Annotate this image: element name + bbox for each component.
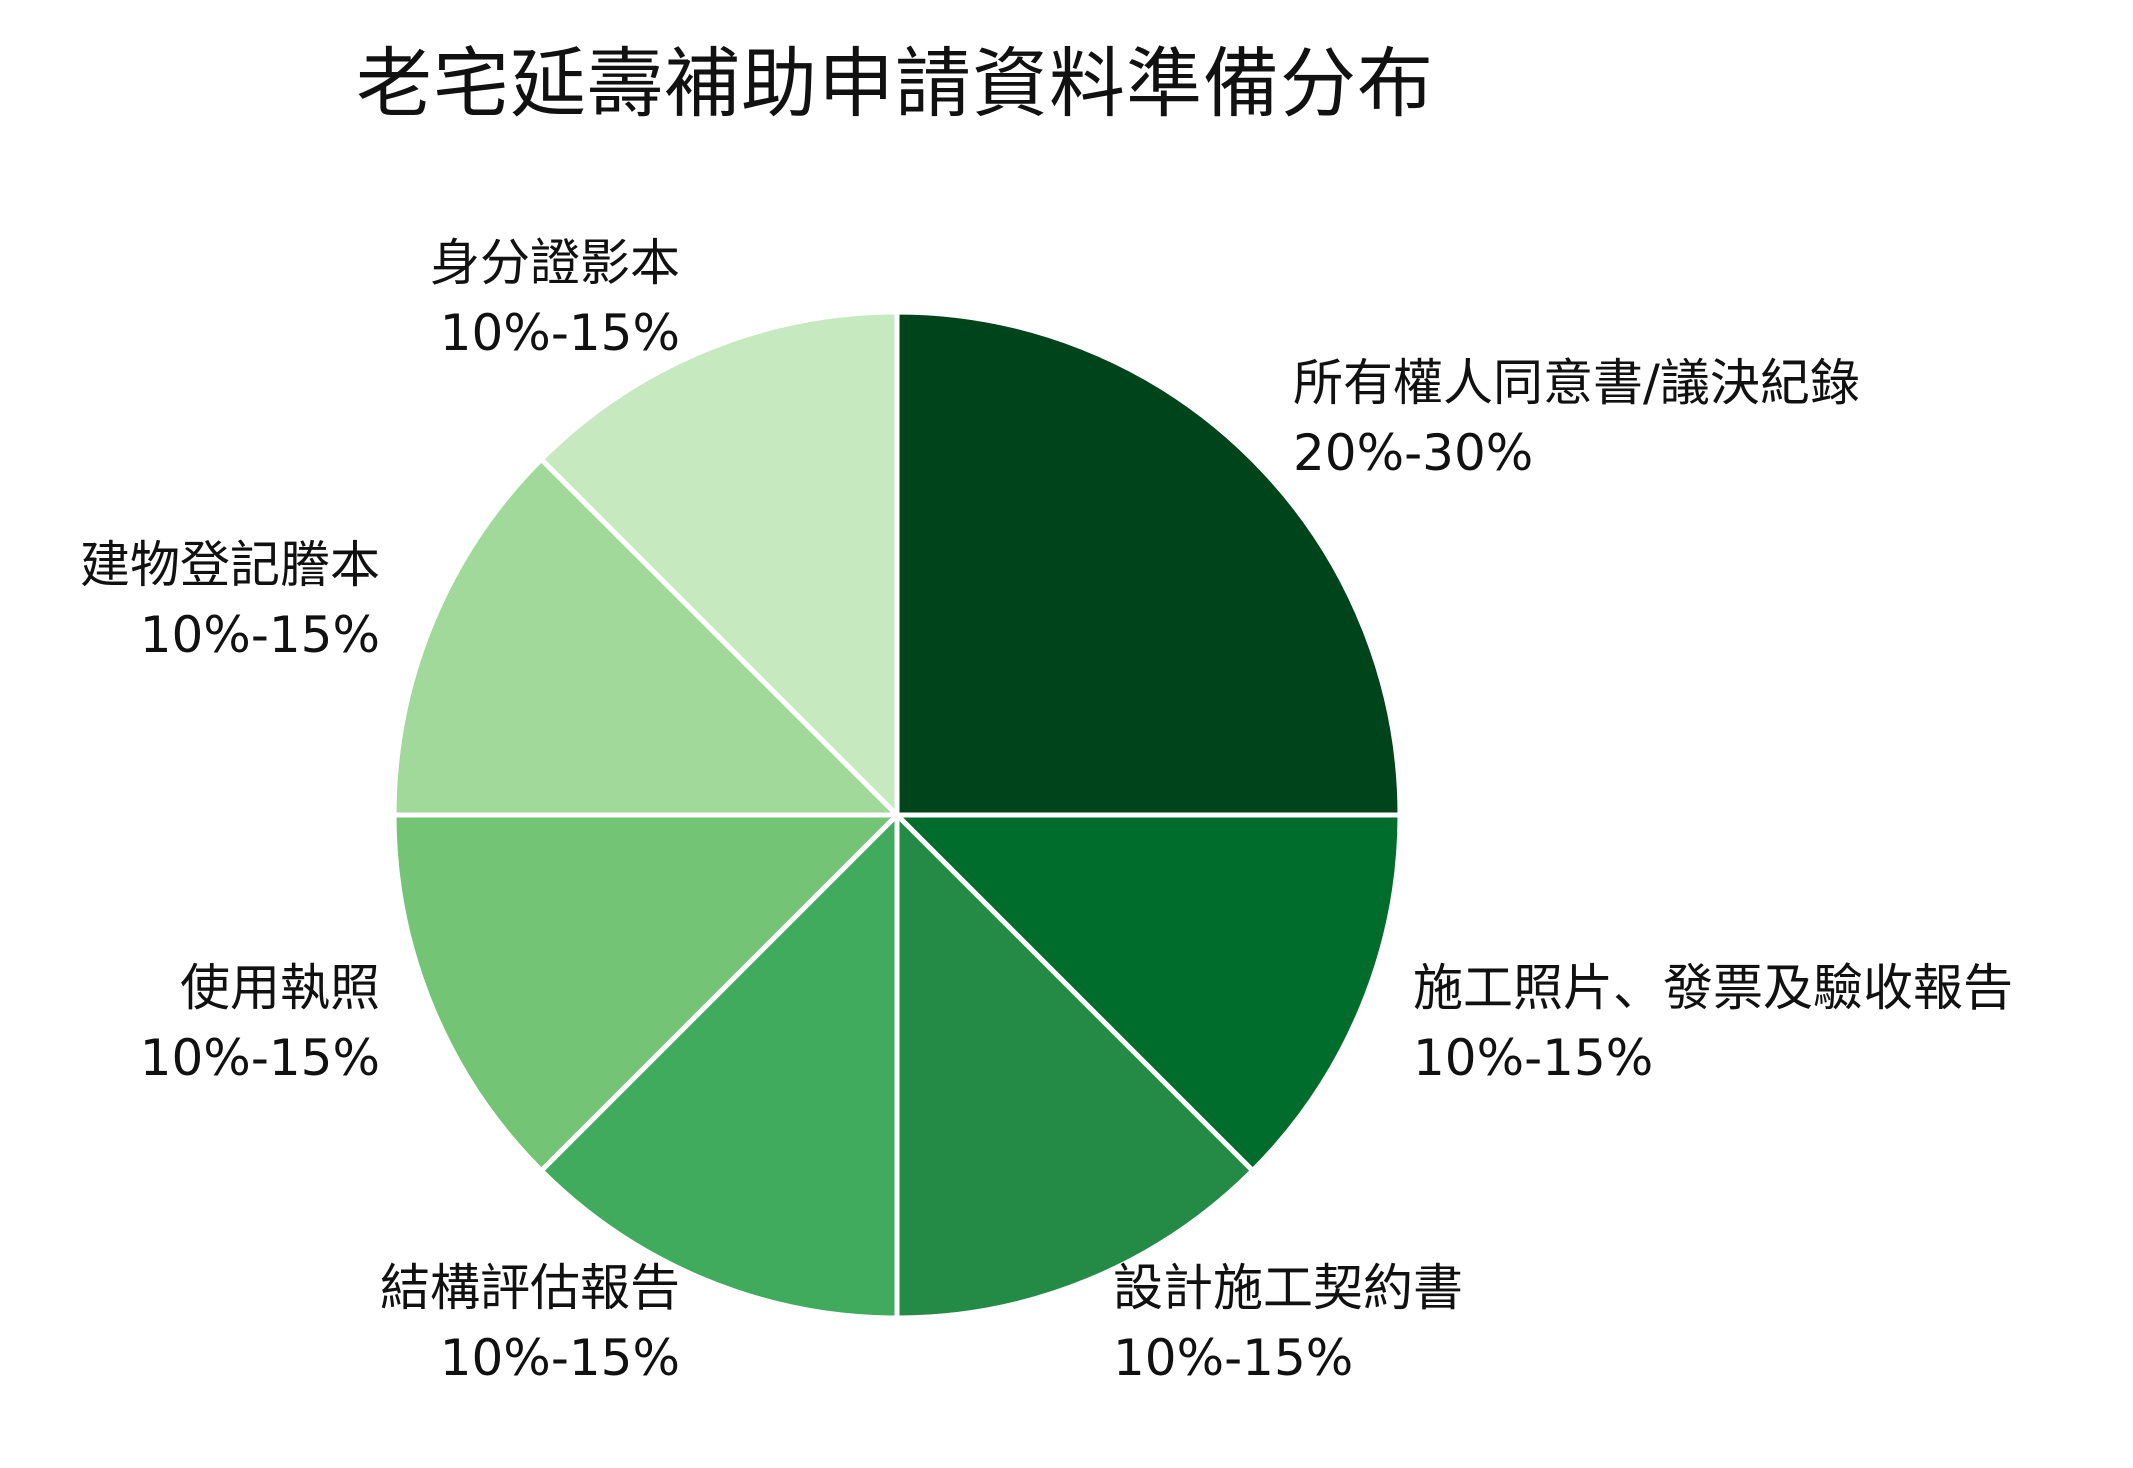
pie-slice-4	[538, 812, 900, 1321]
slice-range-6: 10%-15%	[140, 606, 380, 664]
pie-labels: 所有權人同意書/議決紀錄 20%-30% 施工照片、發票及驗收報告 10%-15% 設計…	[80, 234, 2013, 1387]
slice-label-7: 身分證影本	[430, 234, 680, 292]
pie-slices	[391, 309, 1403, 1321]
chart-title: 老宅延壽補助申請資料準備分布	[356, 39, 1434, 128]
pie-slice-1	[894, 309, 1403, 818]
pie-slice-3	[894, 812, 1256, 1321]
slice-range-2: 10%-15%	[1413, 1029, 1653, 1087]
slice-label-3: 設計施工契約書	[1113, 1259, 1463, 1317]
slice-label-4: 結構評估報告	[380, 1259, 680, 1317]
slice-label-2: 施工照片、發票及驗收報告	[1413, 959, 2013, 1017]
pie-slice-2	[894, 812, 1403, 1174]
pie-slice-5	[391, 812, 900, 1174]
pie-slice-7	[538, 309, 900, 818]
slice-range-1: 20%-30%	[1293, 424, 1533, 482]
slice-range-5: 10%-15%	[140, 1029, 380, 1087]
slice-label-5: 使用執照	[180, 959, 380, 1017]
slice-label-1: 所有權人同意書/議決紀錄	[1293, 354, 1860, 412]
pie-slice-6	[391, 456, 900, 818]
slice-label-6: 建物登記謄本	[80, 536, 380, 594]
slice-range-4: 10%-15%	[440, 1329, 680, 1387]
slice-range-7: 10%-15%	[440, 304, 680, 362]
slice-range-3: 10%-15%	[1113, 1329, 1353, 1387]
